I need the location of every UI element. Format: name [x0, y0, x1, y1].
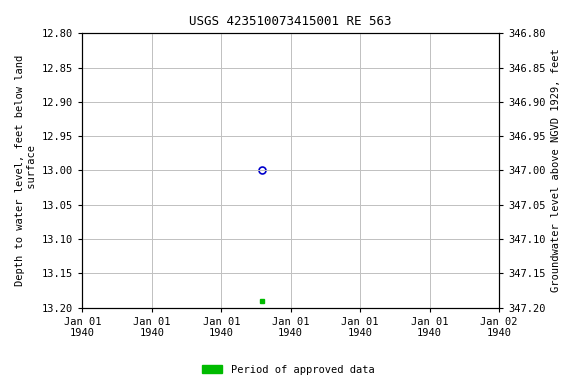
Legend: Period of approved data: Period of approved data [198, 361, 378, 379]
Y-axis label: Depth to water level, feet below land
 surface: Depth to water level, feet below land su… [15, 55, 37, 286]
Y-axis label: Groundwater level above NGVD 1929, feet: Groundwater level above NGVD 1929, feet [551, 49, 561, 292]
Title: USGS 423510073415001 RE 563: USGS 423510073415001 RE 563 [190, 15, 392, 28]
